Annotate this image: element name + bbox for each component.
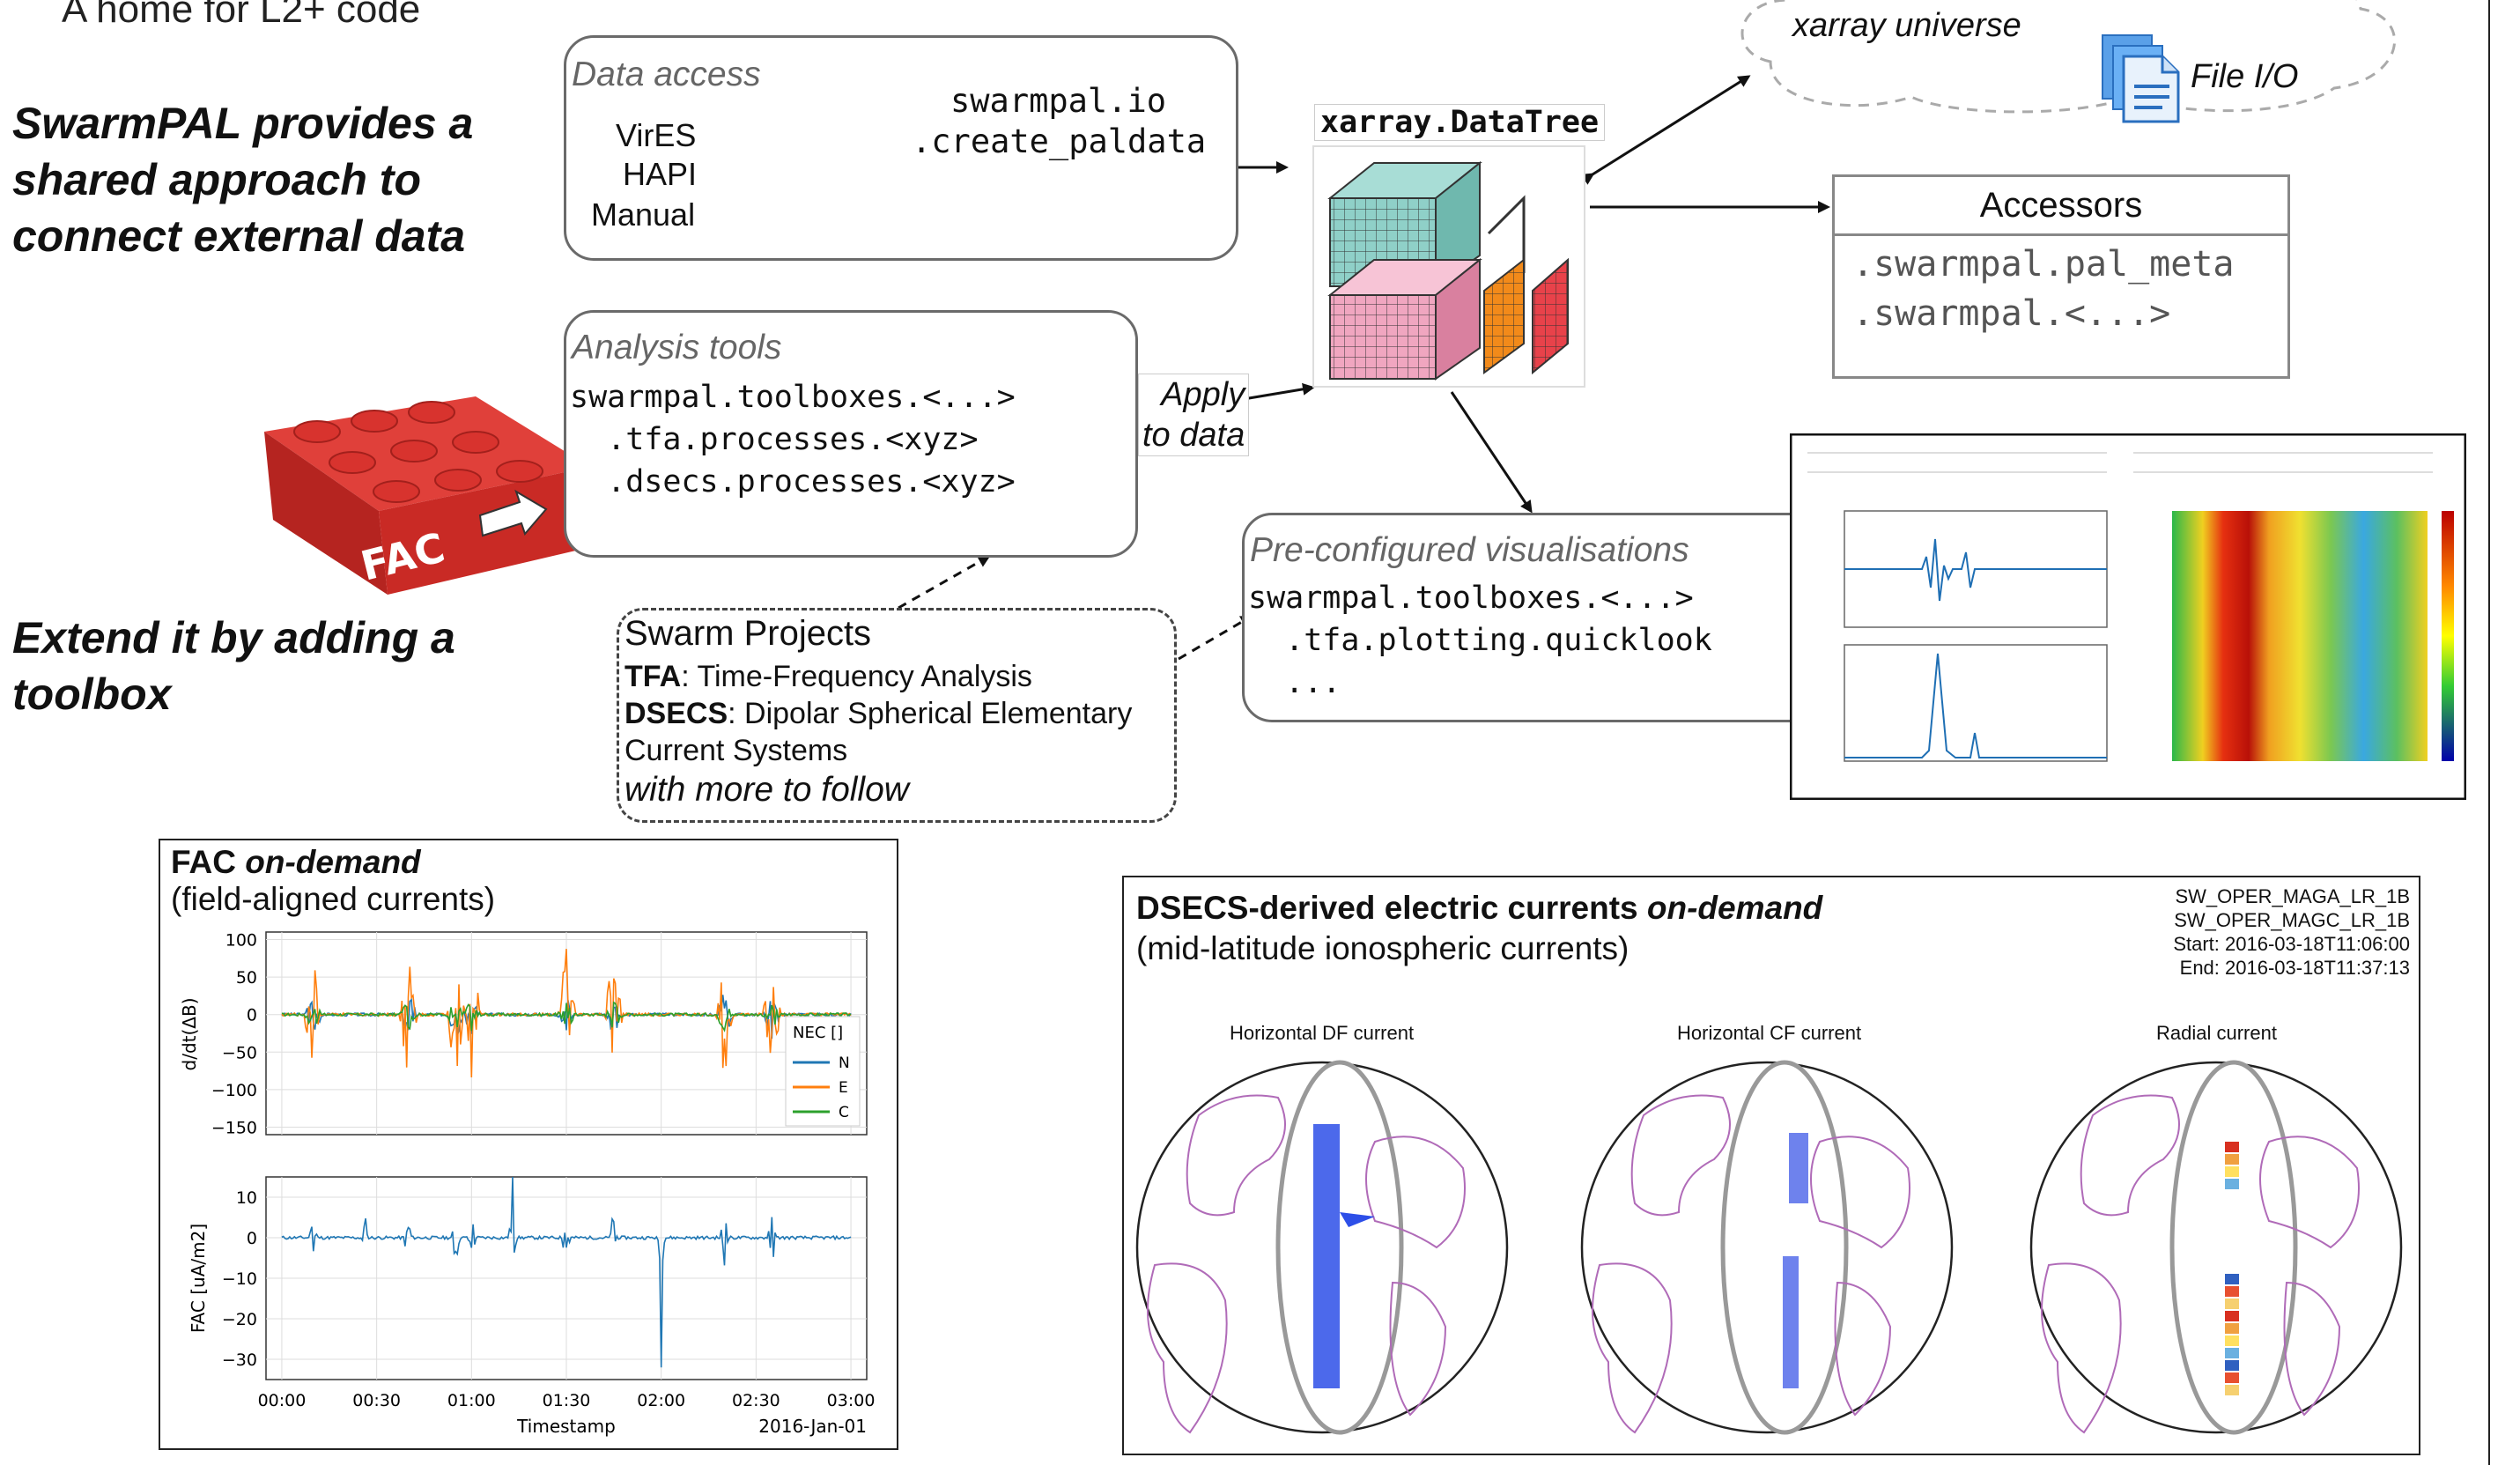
- globe-3: [2029, 1060, 2403, 1435]
- x-tick-label: 01:30: [543, 1391, 591, 1410]
- globe-1: [1135, 1060, 1509, 1435]
- visualisations-box: Pre-configured visualisations swarmpal.t…: [1242, 513, 1881, 722]
- vis-code-3: ...: [1248, 665, 1341, 700]
- legend-n: N: [839, 1054, 850, 1072]
- accessor-other: .swarmpal.<...>: [1852, 293, 2171, 334]
- globe-label-cf: Horizontal CF current: [1677, 1022, 1862, 1044]
- projects-tfa: TFA: Time-Frequency Analysis: [624, 660, 1032, 693]
- data-access-box: Data access VirES HAPI Manual swarmpal.i…: [564, 35, 1238, 261]
- datatree-title: xarray.DataTree: [1314, 104, 1606, 141]
- datatree-cubes-icon: [1312, 145, 1585, 388]
- dsecs-globes: [1135, 1060, 2403, 1435]
- globe-label-radial: Radial current: [2156, 1022, 2277, 1044]
- headline-connect: SwarmPAL provides a shared approach to c…: [12, 99, 474, 261]
- dashed-to-analysis: [898, 555, 991, 610]
- arrow-to-universe: [1580, 75, 1751, 185]
- file-icon: [2102, 34, 2180, 123]
- analysis-code-2: .tfa.processes.<xyz>: [570, 422, 979, 457]
- source-hapi: HAPI: [623, 156, 698, 192]
- fac-date-label: 2016-Jan-01: [758, 1416, 867, 1437]
- y-tick-label: −20: [222, 1310, 257, 1329]
- arrow-to-vis: [1450, 391, 1533, 514]
- x-tick-label: 00:30: [352, 1391, 401, 1410]
- vis-title: Pre-configured visualisations: [1250, 531, 1689, 569]
- y-tick-label: −30: [222, 1350, 257, 1370]
- apply-label: Apply to data: [1138, 374, 1250, 456]
- analysis-code-1: swarmpal.toolboxes.<...>: [570, 380, 1016, 415]
- source-vires: VirES: [616, 117, 697, 153]
- data-access-title: Data access: [572, 55, 761, 93]
- paldata-code-2: .create_paldata: [912, 122, 1207, 160]
- fac-line: [281, 1176, 852, 1368]
- fac-bottom-ylabel: FAC [uA/m2]: [188, 1224, 209, 1333]
- dsecs-title: DSECS-derived electric currents on-deman…: [1136, 890, 1823, 926]
- x-tick-label: 02:30: [732, 1391, 780, 1410]
- y-tick-label: 100: [225, 931, 257, 951]
- y-tick-label: −100: [211, 1081, 257, 1100]
- dsecs-subtitle: (mid-latitude ionospheric currents): [1136, 930, 1630, 966]
- globe-label-df: Horizontal DF current: [1230, 1022, 1415, 1044]
- dsecs-meta: SW_OPER_MAGA_LR_1B SW_OPER_MAGC_LR_1B St…: [2173, 885, 2410, 979]
- fac-top-ylabel: d/dt(ΔB): [179, 998, 200, 1071]
- analysis-code-3: .dsecs.processes.<xyz>: [570, 464, 1016, 499]
- y-tick-label: −50: [222, 1043, 257, 1062]
- universe-cloud: [1740, 0, 2396, 114]
- fac-subtitle: (field-aligned currents): [171, 881, 496, 917]
- dsecs-figure: DSECS-derived electric currents on-deman…: [1122, 876, 2420, 1455]
- projects-dsecs: DSECS: Dipolar Spherical Elementary: [624, 697, 1133, 730]
- y-tick-label: −150: [211, 1118, 257, 1137]
- y-tick-label: 50: [236, 968, 257, 988]
- source-manual: Manual: [591, 196, 696, 233]
- fac-xlabel: Timestamp: [516, 1416, 616, 1437]
- universe-label: xarray universe: [1792, 7, 2021, 44]
- vis-code-1: swarmpal.toolboxes.<...>: [1248, 581, 1694, 616]
- fac-title: FAC on-demand: [171, 844, 421, 880]
- fac-legend: NEC [] N E C: [785, 1016, 861, 1127]
- series-c-line: [281, 1001, 852, 1032]
- fac-figure: FAC on-demand (field-aligned currents) 1…: [159, 839, 898, 1450]
- x-tick-label: 02:00: [637, 1391, 685, 1410]
- top-line: A home for L2+ code: [62, 0, 421, 31]
- y-tick-label: 0: [247, 1229, 257, 1248]
- legend-title: NEC []: [793, 1024, 843, 1042]
- x-tick-label: 00:00: [258, 1391, 307, 1410]
- legend-c: C: [839, 1104, 849, 1121]
- headline-extend: Extend it by adding a toolbox: [12, 613, 455, 719]
- globe-2: [1580, 1060, 1954, 1435]
- x-tick-label: 01:00: [447, 1391, 496, 1410]
- accessor-pal-meta: .swarmpal.pal_meta: [1852, 244, 2235, 285]
- x-tick-label: 03:00: [827, 1391, 876, 1410]
- y-tick-label: 10: [236, 1188, 257, 1208]
- lego-brick-icon: FAC: [264, 396, 595, 595]
- fac-top-axes: 100 50 0 −50 −100 −150 d/dt(ΔB) NEC [] N E C: [179, 931, 868, 1137]
- fac-bottom-axes: 10 0 −10 −20 −30 FAC [uA/m2] 00:00 00:30 01:00…: [188, 1176, 876, 1437]
- tfa-quicklook-thumbnail: [1790, 433, 2466, 800]
- projects-dsecs-2: Current Systems: [624, 734, 848, 767]
- swarm-projects-box: Swarm Projects TFA: Time-Frequency Analy…: [617, 608, 1177, 823]
- vis-code-2: .tfa.plotting.quicklook: [1248, 623, 1712, 658]
- dashed-to-vis: [1178, 615, 1253, 661]
- legend-e: E: [839, 1079, 848, 1097]
- analysis-tools-box: Analysis tools swarmpal.toolboxes.<...> …: [564, 310, 1138, 558]
- file-io-label: File I/O: [2191, 58, 2299, 95]
- paldata-code-1: swarmpal.io: [950, 82, 1167, 120]
- y-tick-label: −10: [222, 1269, 257, 1289]
- projects-title: Swarm Projects: [624, 614, 872, 653]
- y-tick-label: 0: [247, 1006, 257, 1025]
- accessors-box: Accessors .swarmpal.pal_meta .swarmpal.<…: [1832, 174, 2290, 379]
- analysis-title: Analysis tools: [572, 329, 782, 366]
- projects-more: with more to follow: [624, 771, 909, 809]
- accessors-title: Accessors: [1835, 177, 2287, 236]
